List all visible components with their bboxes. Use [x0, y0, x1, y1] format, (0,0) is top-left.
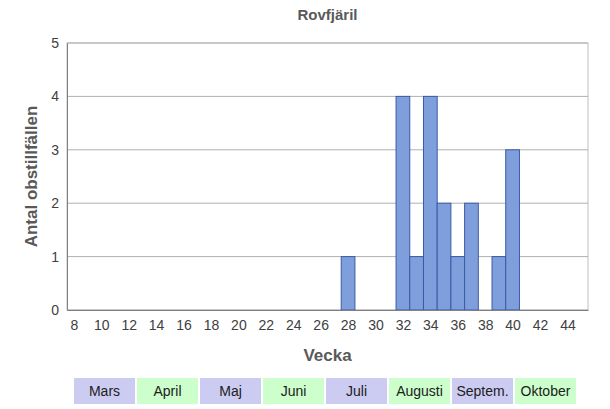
x-tick: 40	[505, 310, 521, 333]
x-tick-label: 10	[94, 317, 110, 333]
y-axis-line	[67, 44, 68, 311]
x-tick-label: 14	[149, 317, 165, 333]
bar	[492, 257, 506, 310]
x-tick-label: 36	[450, 317, 466, 333]
month-label: Juni	[281, 383, 307, 399]
month-band: Mars April Maj Juni Juli Augusti Septem. Oktobe…	[74, 378, 576, 404]
x-tick: 12	[121, 310, 137, 333]
y-tick: 0	[51, 302, 67, 318]
x-tick: 16	[176, 310, 192, 333]
x-tick: 24	[286, 310, 302, 333]
y-tick-label: 1	[51, 249, 59, 265]
y-tick-label: 2	[51, 195, 59, 211]
x-tick: 36	[450, 310, 466, 333]
x-tick: 10	[94, 310, 110, 333]
x-tick-label: 24	[286, 317, 302, 333]
month-label: April	[153, 383, 181, 399]
x-axis-title: Vecka	[303, 346, 352, 365]
x-tick-label: 26	[313, 317, 329, 333]
bar	[410, 257, 424, 310]
y-tick: 4	[51, 88, 67, 104]
x-tick: 30	[368, 310, 384, 333]
x-tick: 42	[533, 310, 549, 333]
x-tick-label: 34	[423, 317, 439, 333]
bars	[341, 96, 519, 310]
x-tick-label: 44	[560, 317, 576, 333]
x-axis: 8 10 12 14 16 18 20 22 24 26 28 30 32 34 36 38 40 42 44	[68, 310, 589, 333]
x-tick: 26	[313, 310, 329, 333]
bar	[423, 96, 437, 310]
x-tick-label: 8	[70, 317, 78, 333]
month-label: Juli	[346, 383, 367, 399]
plot-frame	[67, 43, 588, 310]
x-tick-label: 32	[396, 317, 412, 333]
x-tick: 44	[560, 310, 576, 333]
y-tick-label: 3	[51, 142, 59, 158]
month-box	[263, 378, 324, 404]
month-box	[326, 378, 387, 404]
x-tick-label: 18	[204, 317, 220, 333]
x-tick-label: 28	[341, 317, 357, 333]
title: Rovfjäril	[297, 6, 357, 23]
y-tick: 5	[51, 35, 67, 51]
bar	[341, 257, 355, 310]
x-tick-label: 12	[121, 317, 137, 333]
y-tick: 3	[51, 142, 67, 158]
x-tick-label: 16	[176, 317, 192, 333]
month-box	[515, 378, 576, 404]
x-tick: 8	[70, 310, 78, 333]
y-axis: 0 1 2 3 4 5	[51, 35, 67, 318]
grid-line	[67, 43, 588, 44]
month-label: Maj	[219, 383, 242, 399]
x-tick: 20	[231, 310, 247, 333]
x-tick: 28	[341, 310, 357, 333]
x-tick: 22	[259, 310, 275, 333]
month-label: Augusti	[396, 383, 443, 399]
x-tick: 18	[204, 310, 220, 333]
y-tick-label: 4	[51, 88, 59, 104]
grid-line	[67, 96, 588, 97]
x-tick: 14	[149, 310, 165, 333]
x-tick-label: 20	[231, 317, 247, 333]
month-box	[200, 378, 261, 404]
bar	[396, 96, 410, 310]
x-tick: 38	[478, 310, 494, 333]
x-tick-label: 22	[259, 317, 275, 333]
x-axis-line	[68, 310, 589, 311]
month-box	[389, 378, 450, 404]
chart: 0123458101214161820222426283032343638404…	[0, 0, 610, 409]
month-box	[74, 378, 135, 404]
month-box	[137, 378, 198, 404]
y-tick: 1	[51, 249, 67, 265]
x-tick: 34	[423, 310, 439, 333]
bar	[451, 257, 465, 310]
y-tick-label: 0	[51, 302, 59, 318]
grid	[67, 43, 588, 310]
month-label: Septem.	[456, 383, 508, 399]
x-tick-label: 38	[478, 317, 494, 333]
y-tick: 2	[51, 195, 67, 211]
bar	[465, 203, 479, 310]
x-tick-label: 40	[505, 317, 521, 333]
bar	[437, 203, 451, 310]
y-axis-title: Antal obstillfällen	[22, 106, 41, 248]
month-label: Oktober	[521, 383, 571, 399]
y-tick-label: 5	[51, 35, 59, 51]
month-box	[452, 378, 513, 404]
x-tick-label: 42	[533, 317, 549, 333]
x-tick-label: 30	[368, 317, 384, 333]
month-label: Mars	[89, 383, 120, 399]
x-tick: 32	[396, 310, 412, 333]
bar	[506, 150, 520, 310]
